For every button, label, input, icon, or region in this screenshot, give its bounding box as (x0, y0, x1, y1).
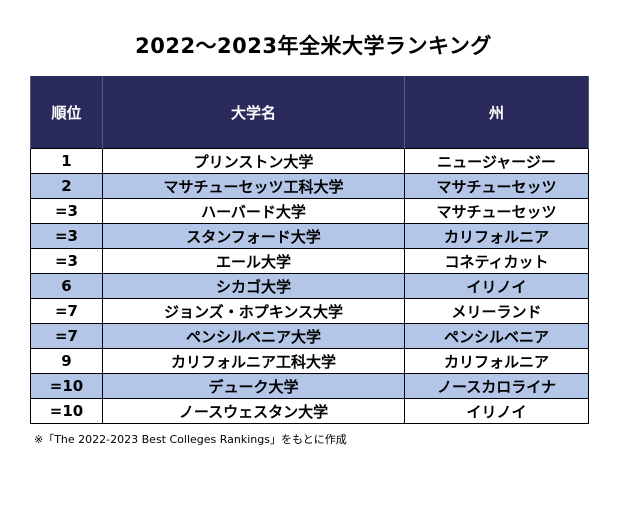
rank-cell: =7 (30, 323, 103, 349)
table-row: =3 スタンフォード大学 カリフォルニア (30, 223, 589, 249)
university-name-cell: ノースウェスタン大学 (102, 398, 405, 424)
university-name-cell: ジョンズ・ホプキンス大学 (102, 298, 405, 324)
rank-cell: =10 (30, 373, 103, 399)
university-name-cell: エール大学 (102, 248, 405, 274)
rank-cell: 6 (30, 273, 103, 299)
table-row: 1 プリンストン大学 ニュージャージー (30, 148, 589, 174)
state-cell: ノースカロライナ (404, 373, 589, 399)
header-state: 州 (404, 76, 589, 149)
table-row: =3 エール大学 コネティカット (30, 248, 589, 274)
header-rank: 順位 (30, 76, 103, 149)
table-row: 9 カリフォルニア工科大学 カリフォルニア (30, 348, 589, 374)
table-row: =7 ペンシルベニア大学 ペンシルベニア (30, 323, 589, 349)
table-row: =10 ノースウェスタン大学 イリノイ (30, 398, 589, 424)
rank-cell: 9 (30, 348, 103, 374)
state-cell: マサチューセッツ (404, 198, 589, 224)
university-name-cell: ハーバード大学 (102, 198, 405, 224)
table-row: 6 シカゴ大学 イリノイ (30, 273, 589, 299)
source-note: ※「The 2022-2023 Best Colleges Rankings」を… (34, 433, 347, 446)
state-cell: コネティカット (404, 248, 589, 274)
table-row: =10 デューク大学 ノースカロライナ (30, 373, 589, 399)
university-name-cell: スタンフォード大学 (102, 223, 405, 249)
table-row: =3 ハーバード大学 マサチューセッツ (30, 198, 589, 224)
ranking-table: 順位 大学名 州 1 プリンストン大学 ニュージャージー 2 マサチューセッツ工… (30, 76, 589, 424)
university-name-cell: シカゴ大学 (102, 273, 405, 299)
university-name-cell: プリンストン大学 (102, 148, 405, 174)
rank-cell: =3 (30, 223, 103, 249)
rank-cell: =7 (30, 298, 103, 324)
rank-cell: 2 (30, 173, 103, 199)
rank-cell: =3 (30, 248, 103, 274)
state-cell: ニュージャージー (404, 148, 589, 174)
state-cell: イリノイ (404, 398, 589, 424)
state-cell: カリフォルニア (404, 223, 589, 249)
page-title: 2022〜2023年全米大学ランキング (135, 34, 492, 58)
table-row: =7 ジョンズ・ホプキンス大学 メリーランド (30, 298, 589, 324)
state-cell: ペンシルベニア (404, 323, 589, 349)
university-name-cell: マサチューセッツ工科大学 (102, 173, 405, 199)
table-row: 2 マサチューセッツ工科大学 マサチューセッツ (30, 173, 589, 199)
state-cell: メリーランド (404, 298, 589, 324)
university-name-cell: カリフォルニア工科大学 (102, 348, 405, 374)
state-cell: マサチューセッツ (404, 173, 589, 199)
table-header-row: 順位 大学名 州 (30, 76, 589, 149)
state-cell: イリノイ (404, 273, 589, 299)
state-cell: カリフォルニア (404, 348, 589, 374)
rank-cell: 1 (30, 148, 103, 174)
rank-cell: =3 (30, 198, 103, 224)
header-university-name: 大学名 (102, 76, 405, 149)
university-name-cell: デューク大学 (102, 373, 405, 399)
university-name-cell: ペンシルベニア大学 (102, 323, 405, 349)
rank-cell: =10 (30, 398, 103, 424)
